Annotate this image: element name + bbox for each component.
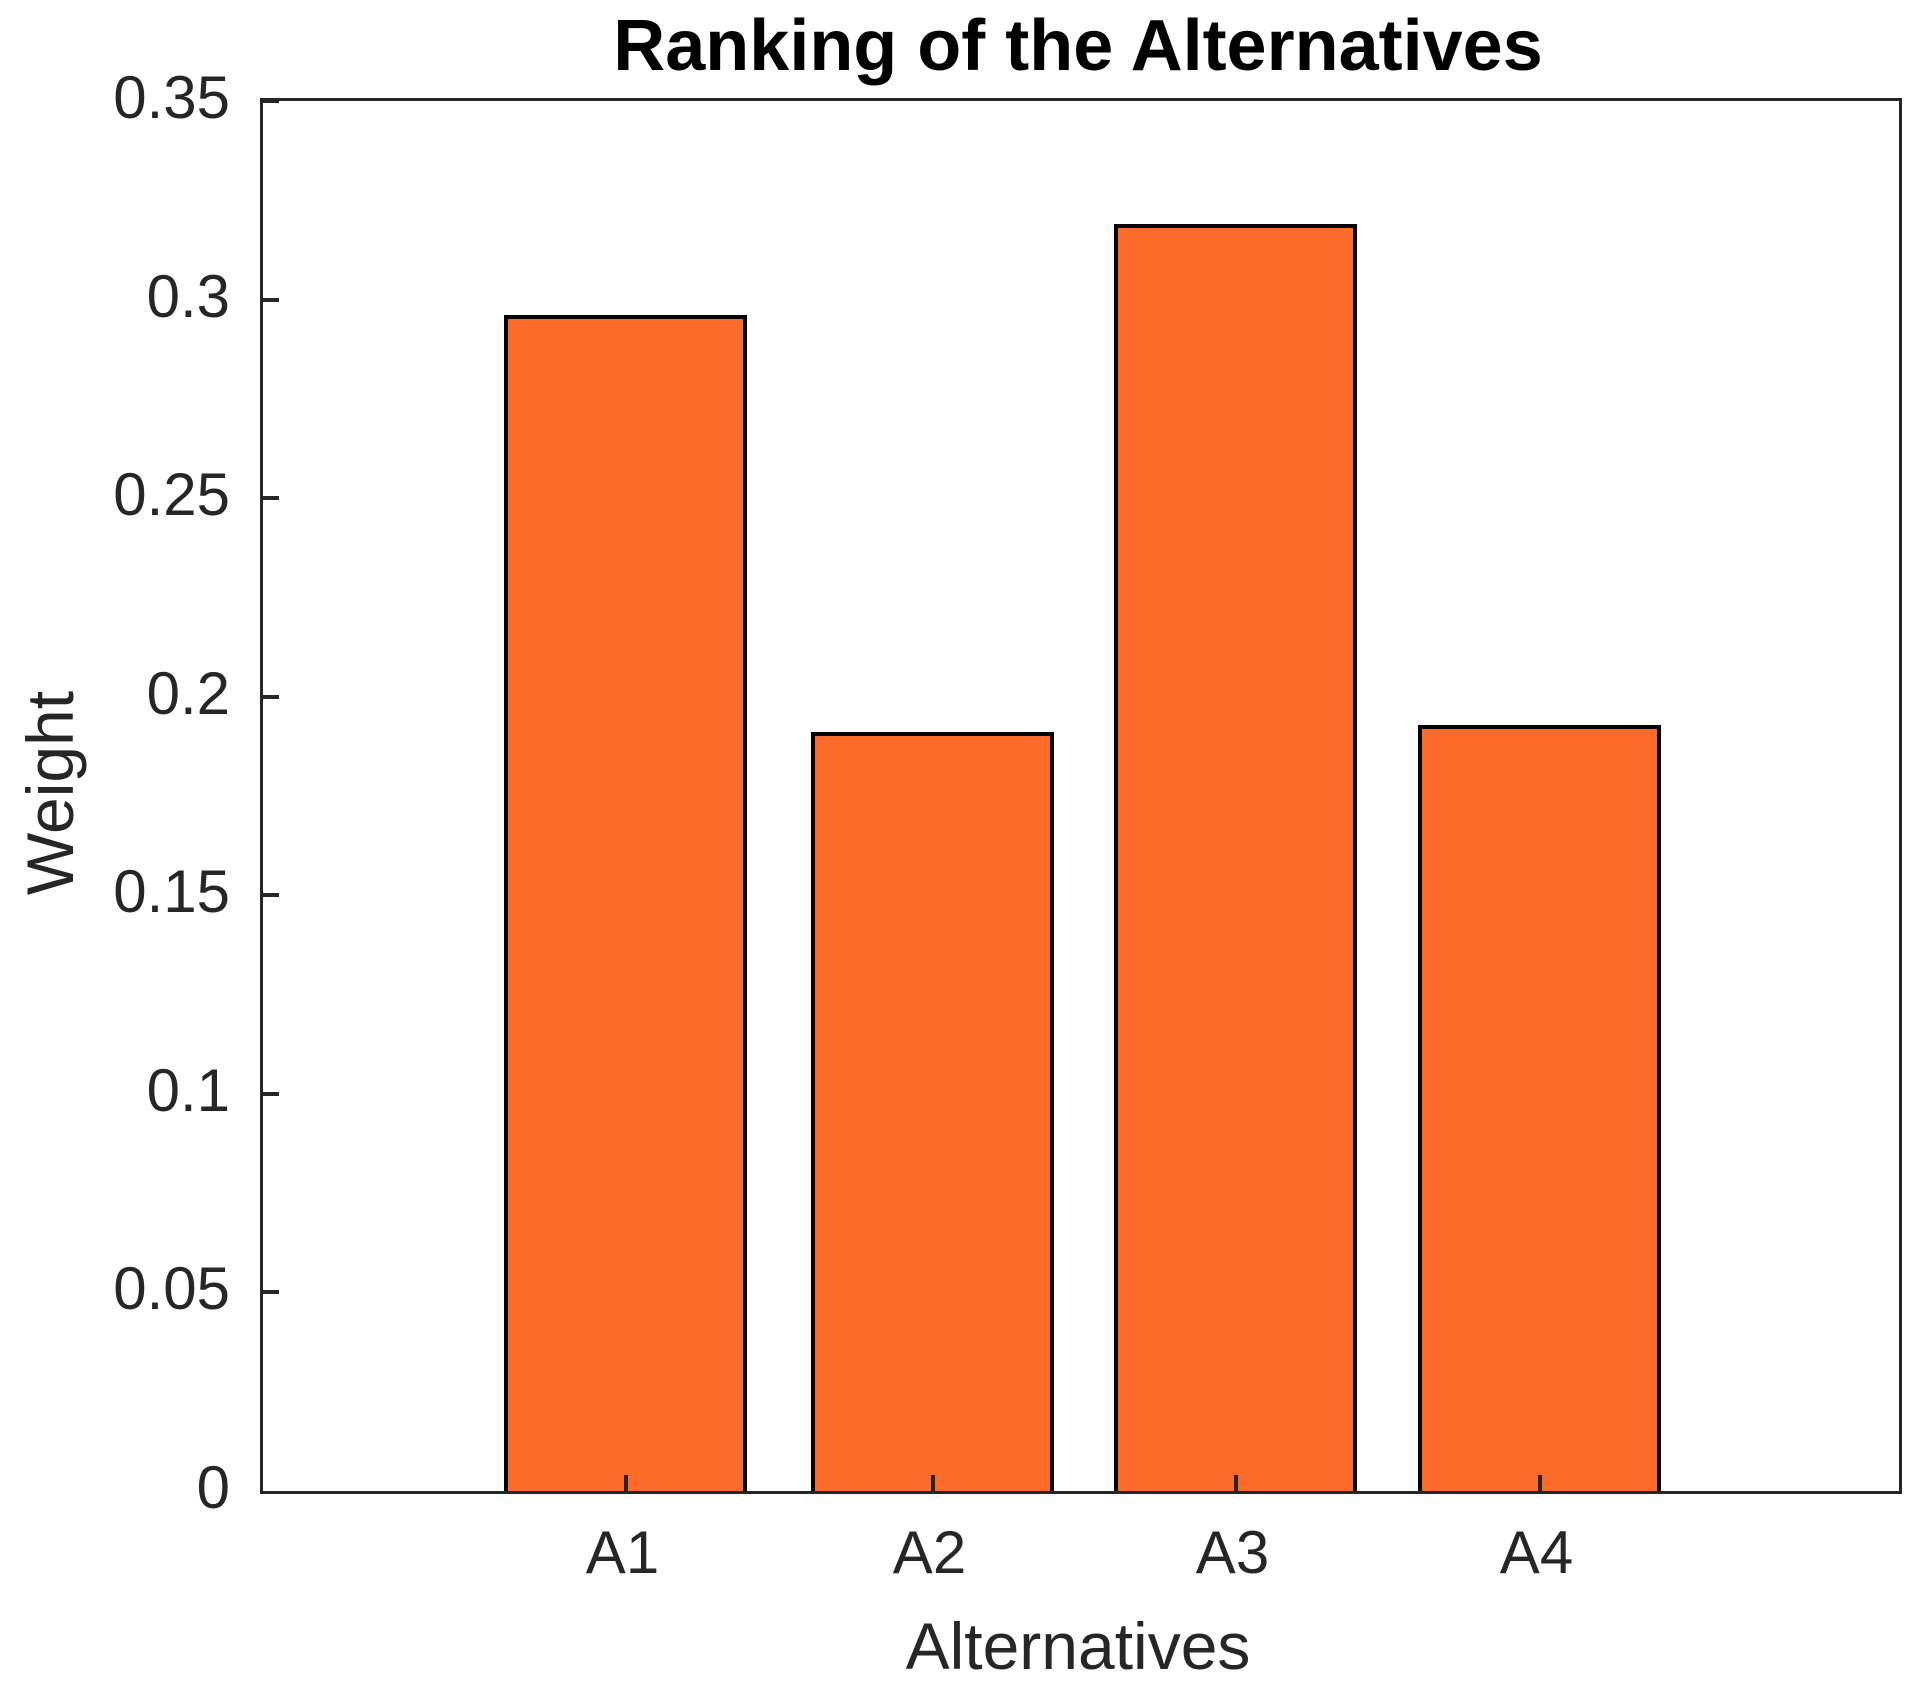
y-tick-label: 0.25 — [113, 461, 230, 529]
y-tick-label: 0.05 — [113, 1255, 230, 1323]
y-tick-mark — [263, 297, 279, 302]
y-tick-mark — [263, 1290, 279, 1295]
y-tick-label: 0.2 — [146, 659, 230, 727]
x-axis-label: Alternatives — [905, 1609, 1251, 1683]
y-tick-label: 0.1 — [146, 1056, 230, 1124]
x-tick-mark — [1537, 1475, 1542, 1491]
bar-a2 — [811, 732, 1054, 1491]
x-tick-label-a1: A1 — [585, 1519, 660, 1586]
x-tick-label-a3: A3 — [1195, 1519, 1270, 1586]
plot-area — [260, 98, 1902, 1494]
y-tick-label: 0.35 — [113, 64, 230, 131]
chart-title: Ranking of the Alternatives — [613, 6, 1543, 86]
y-tick-mark — [263, 99, 279, 103]
x-tick-label-a4: A4 — [1499, 1519, 1574, 1586]
y-tick-label: 0.15 — [113, 858, 230, 926]
y-tick-label: 0.3 — [146, 262, 230, 330]
x-tick-mark — [1233, 1475, 1238, 1491]
y-tick-mark — [263, 694, 279, 699]
x-tick-mark — [623, 1475, 628, 1491]
bar-a3 — [1114, 224, 1357, 1491]
x-tick-mark — [930, 1475, 935, 1491]
bar-a4 — [1418, 725, 1661, 1491]
y-tick-mark — [263, 893, 279, 898]
y-tick-label: 0 — [196, 1454, 230, 1521]
bar-a1 — [504, 315, 747, 1491]
y-tick-mark — [263, 496, 279, 501]
y-tick-mark — [263, 1091, 279, 1096]
x-tick-label-a2: A2 — [892, 1519, 967, 1586]
